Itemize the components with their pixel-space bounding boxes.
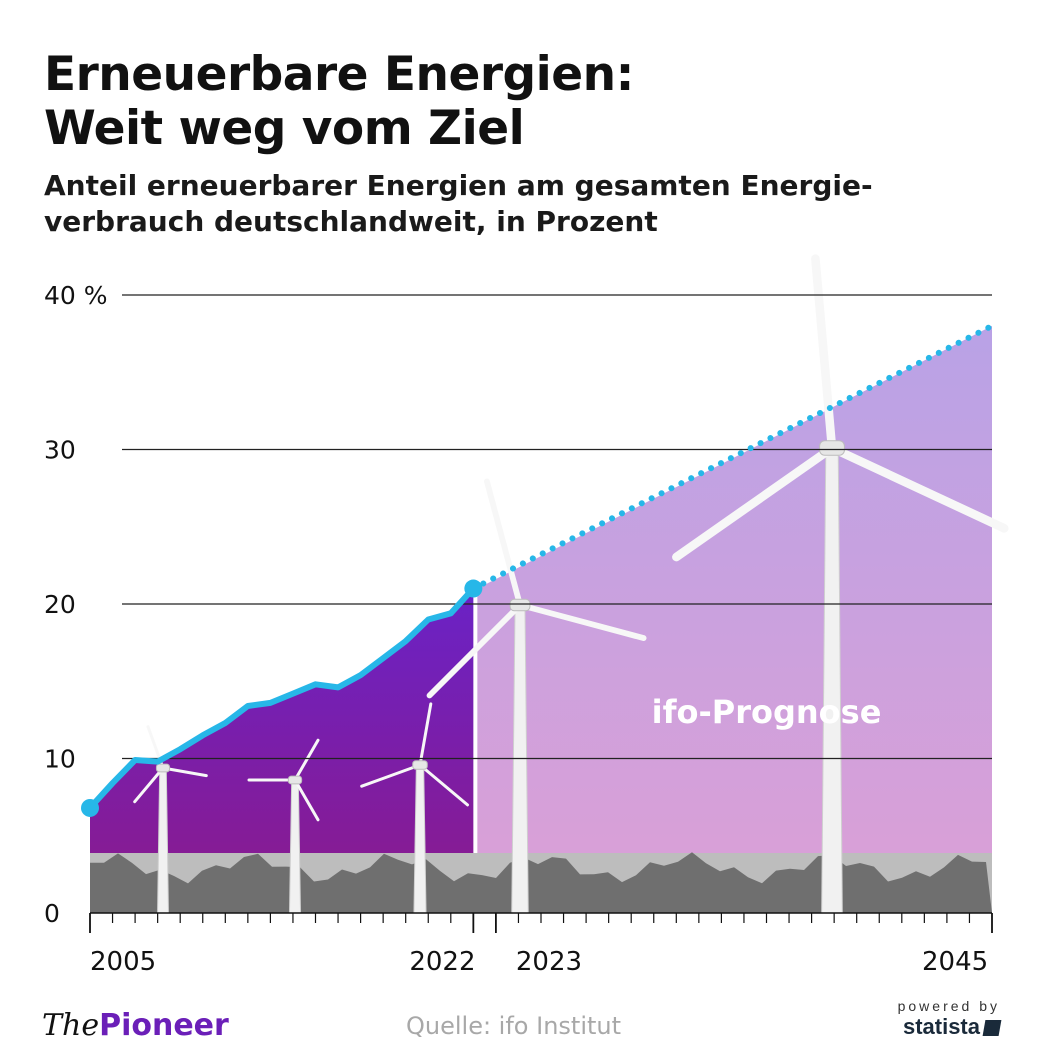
- turbine-nacelle: [155, 763, 171, 773]
- logo-pioneer: Pioneer: [99, 1008, 229, 1043]
- landscape-trees: [90, 852, 992, 913]
- powered-by-text: powered by: [897, 998, 1000, 1014]
- chart-subtitle: Anteil erneuerbarer Energien am gesamten…: [44, 168, 1004, 240]
- turbine-blade: [133, 766, 165, 804]
- turbine-blade: [426, 602, 523, 699]
- y-tick-label: 20: [44, 590, 76, 619]
- turbine-blade: [360, 763, 422, 788]
- chart-subtitle-line-1: Anteil erneuerbarer Energien am gesamten…: [44, 169, 873, 202]
- chart-title: Erneuerbare Energien: Weit weg vom Ziel: [44, 48, 634, 156]
- turbine-blade: [811, 254, 837, 453]
- turbine-blade: [418, 763, 469, 807]
- turbine-nacelle: [287, 775, 303, 785]
- turbine-tower: [288, 779, 302, 914]
- turbine-blade: [672, 443, 837, 562]
- forecast-area: [477, 325, 993, 913]
- end-point: [464, 579, 483, 598]
- historic-line: [87, 585, 477, 811]
- x-tick-label: 2022: [409, 947, 475, 977]
- turbine-nacelle: [509, 598, 531, 612]
- turbine-tower: [157, 767, 169, 914]
- turbine-blade: [293, 778, 320, 822]
- start-point: [81, 798, 99, 817]
- turbine-blade: [161, 766, 208, 778]
- y-tick-label: 0: [44, 899, 60, 928]
- x-tick-label: 2005: [90, 947, 156, 977]
- y-tick-label: 30: [44, 436, 76, 465]
- wind-turbine-icon: [247, 738, 320, 914]
- turbine-blade: [418, 702, 433, 767]
- x-tick-label: 2045: [922, 947, 988, 977]
- turbine-blade: [827, 443, 1009, 533]
- wind-turbine-icon: [672, 254, 1009, 914]
- statista-text: statista: [902, 1014, 980, 1039]
- chart-title-line-2: Weit weg vom Ziel: [44, 101, 525, 156]
- turbine-tower: [821, 447, 843, 914]
- turbine-blade: [517, 602, 647, 642]
- turbine-tower: [413, 764, 427, 914]
- forecast-label: ifo-Prognose: [652, 693, 882, 731]
- chart-subtitle-line-2: verbrauch deutschlandweit, in Prozent: [44, 205, 658, 238]
- forecast-line: [470, 322, 995, 592]
- thepioneer-logo: ThePioneer: [42, 1008, 229, 1044]
- y-tick-label: 40 %: [44, 281, 108, 310]
- x-tick-label: 2023: [516, 947, 582, 977]
- logo-the: The: [42, 1008, 100, 1043]
- turbine-nacelle: [819, 440, 845, 456]
- turbine-blade: [483, 478, 523, 608]
- y-tick-label: 10: [44, 745, 76, 774]
- turbine-nacelle: [412, 760, 428, 770]
- statista-icon: [982, 1020, 1002, 1036]
- chart-title-line-1: Erneuerbare Energien:: [44, 47, 634, 102]
- wind-turbine-icon: [360, 702, 469, 914]
- turbine-blade: [293, 738, 320, 782]
- statista-wordmark: statista: [872, 1014, 1002, 1040]
- historic-area: [90, 588, 474, 913]
- statista-logo: powered by statista: [872, 998, 1002, 1040]
- source-note: Quelle: ifo Institut: [406, 1012, 622, 1040]
